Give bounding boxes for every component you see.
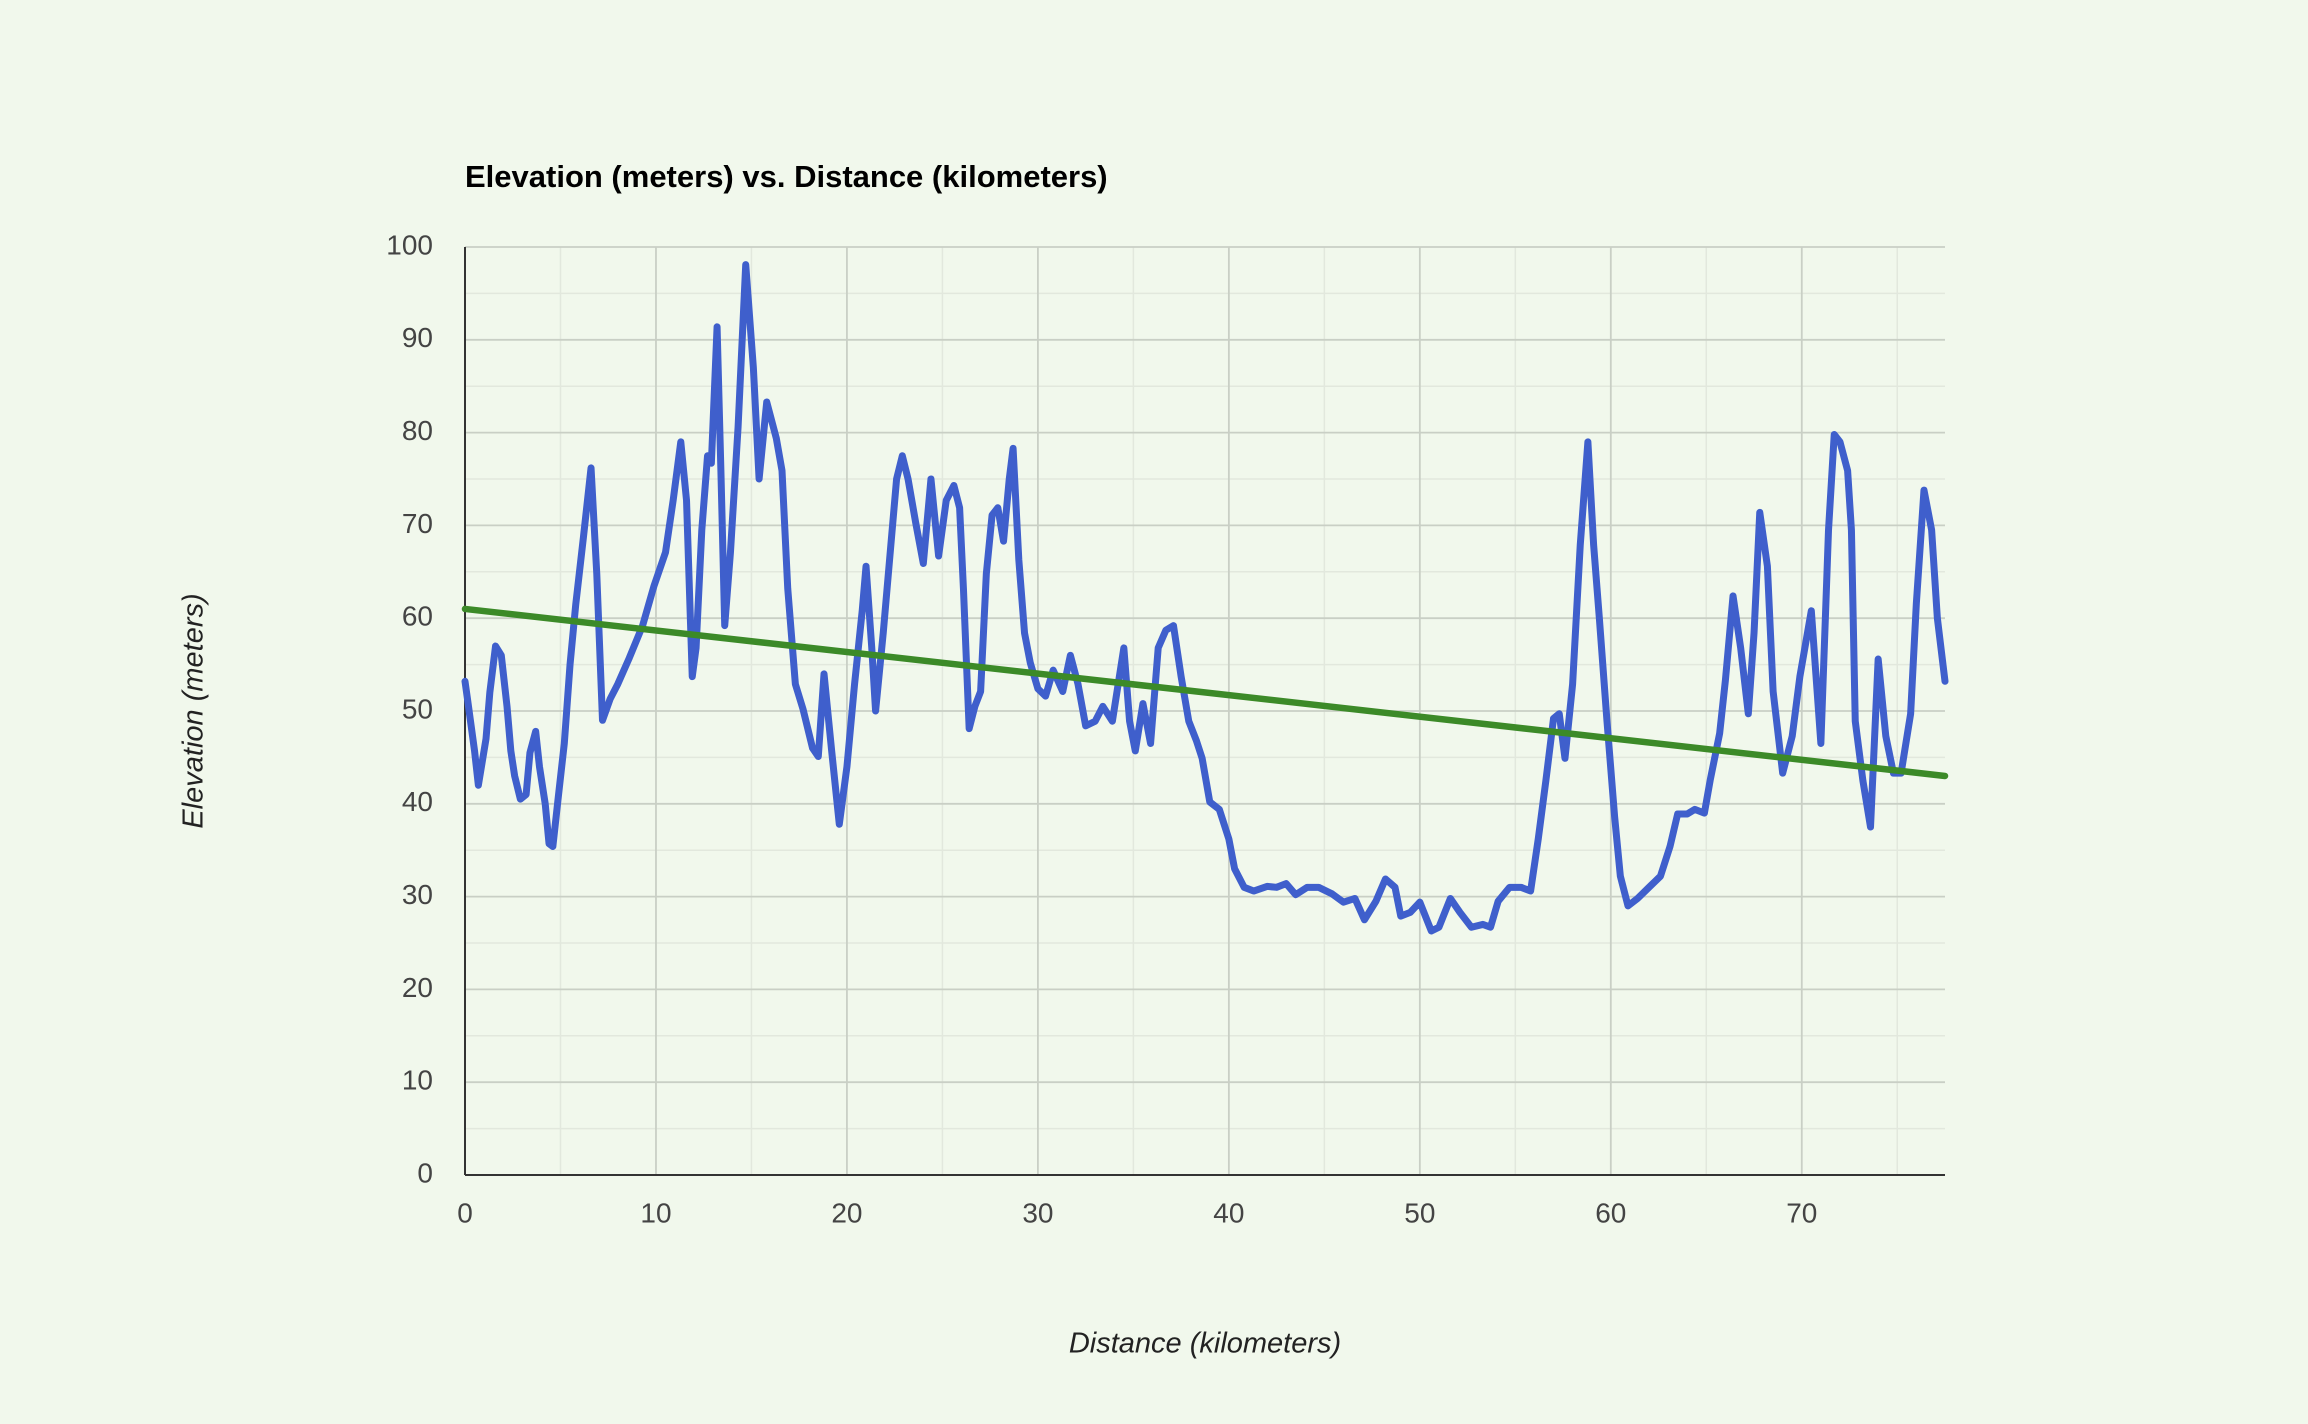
y-tick-label: 100 bbox=[386, 229, 433, 260]
y-tick-label: 30 bbox=[402, 879, 433, 910]
y-tick-label: 40 bbox=[402, 786, 433, 817]
y-tick-label: 60 bbox=[402, 601, 433, 632]
y-tick-label: 80 bbox=[402, 415, 433, 446]
y-tick-label: 50 bbox=[402, 693, 433, 724]
y-tick-label: 0 bbox=[417, 1157, 433, 1188]
x-tick-label: 60 bbox=[1595, 1197, 1626, 1228]
y-tick-label: 70 bbox=[402, 508, 433, 539]
x-tick-label: 50 bbox=[1404, 1197, 1435, 1228]
chart-title: Elevation (meters) vs. Distance (kilomet… bbox=[465, 159, 1108, 194]
series-line bbox=[461, 605, 1949, 780]
y-axis-title: Elevation (meters) bbox=[178, 593, 210, 828]
x-tick-label: 40 bbox=[1213, 1197, 1244, 1228]
x-tick-label: 10 bbox=[640, 1197, 671, 1228]
x-tick-label: 0 bbox=[457, 1197, 473, 1228]
x-tick-label: 30 bbox=[1022, 1197, 1053, 1228]
y-tick-label: 90 bbox=[402, 322, 433, 353]
y-tick-label: 20 bbox=[402, 972, 433, 1003]
x-axis-title: Distance (kilometers) bbox=[1069, 1328, 1341, 1360]
x-tick-label: 20 bbox=[831, 1197, 862, 1228]
y-tick-label: 10 bbox=[402, 1065, 433, 1096]
series-line bbox=[461, 261, 1949, 935]
x-tick-label: 70 bbox=[1786, 1197, 1817, 1228]
